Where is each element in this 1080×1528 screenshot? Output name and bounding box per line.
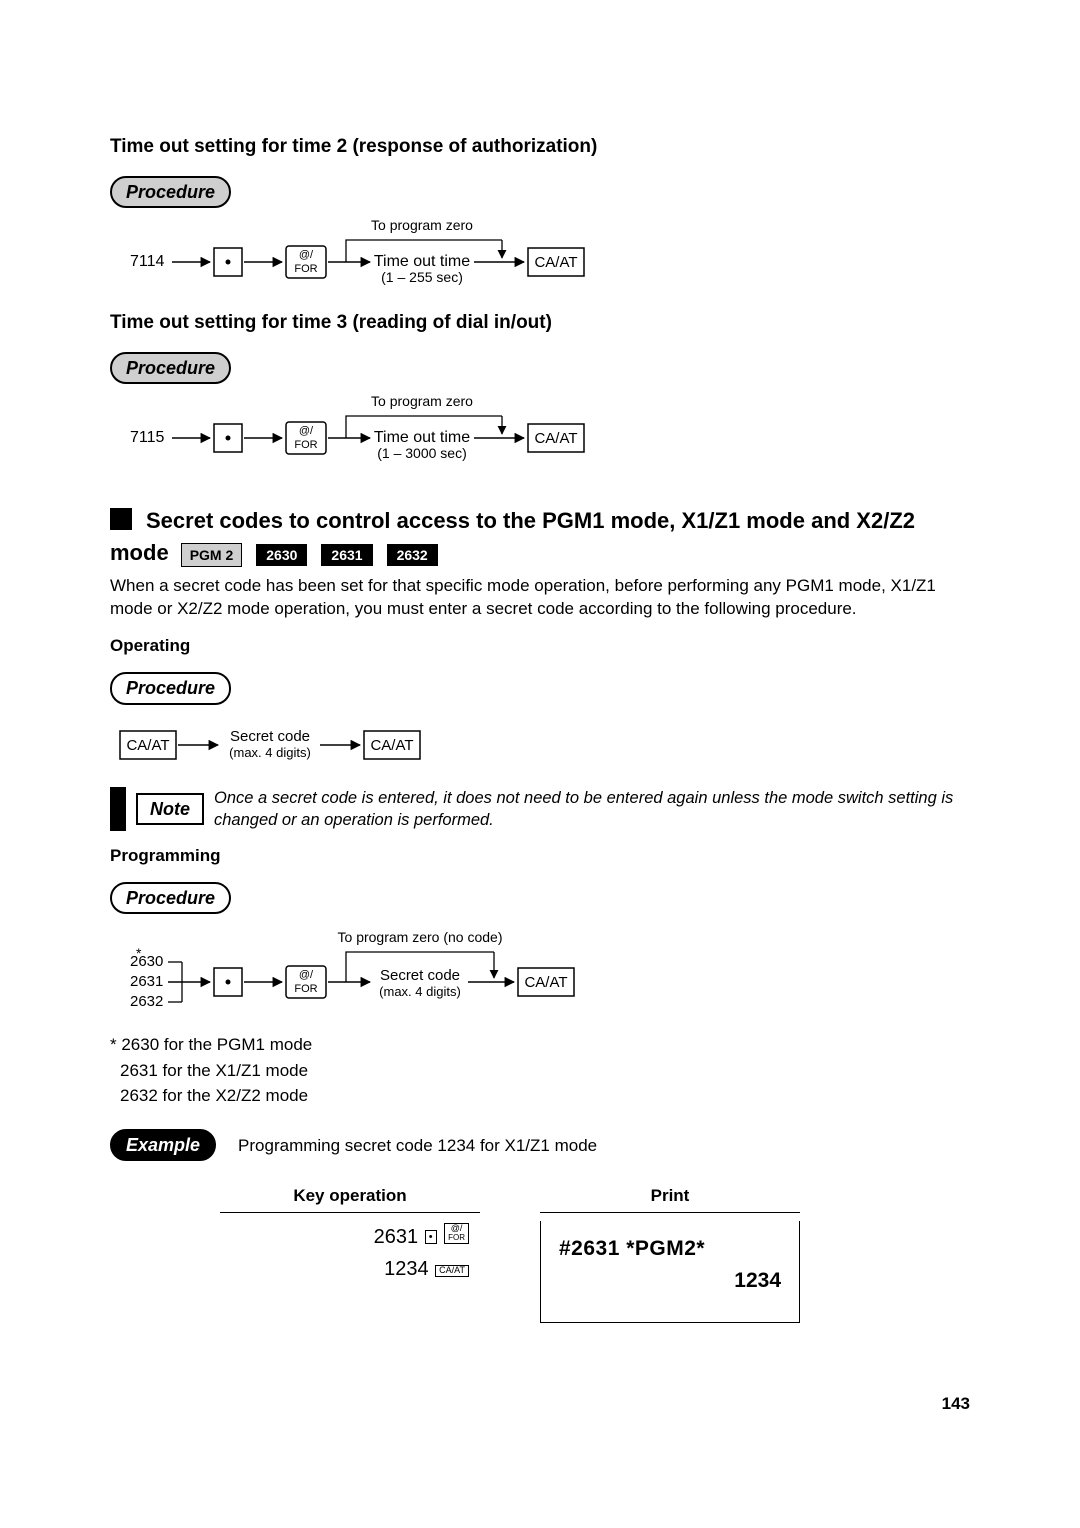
note-row: Note Once a secret code is entered, it d… (110, 787, 970, 832)
d1-key-top: @/ (299, 249, 314, 261)
prog-c0: 2630 (130, 953, 163, 970)
procedure-pill-4: Procedure (110, 882, 231, 914)
d1-range: (1 – 255 sec) (381, 269, 463, 285)
keyop-col: Key operation 2631 • @/FOR 1234 CA/AT (220, 1185, 480, 1323)
prog-c2: 2632 (130, 993, 163, 1010)
prog-c1: 2631 (130, 973, 163, 990)
op-sub: (max. 4 digits) (229, 745, 311, 760)
d2-code: 7115 (130, 429, 165, 446)
mode-tag: PGM 2 (181, 543, 243, 568)
note-bar-icon (110, 787, 126, 832)
print-col: Print #2631 *PGM2* 1234 (540, 1185, 800, 1323)
code-tag-2: 2632 (387, 544, 438, 567)
square-bullet-icon (110, 508, 132, 530)
keyop-print-row: Key operation 2631 • @/FOR 1234 CA/AT Pr… (220, 1185, 970, 1323)
secret-intro: When a secret code has been set for that… (110, 575, 970, 621)
procedure-pill-2: Procedure (110, 352, 231, 384)
d2-key-bot: FOR (294, 439, 317, 451)
prog-bypass: To program zero (no code) (338, 929, 503, 945)
receipt-box: #2631 *PGM2* 1234 (540, 1221, 800, 1323)
d2-mid: Time out time (374, 429, 470, 446)
print-line-2: 1234 (559, 1267, 781, 1295)
d1-bypass: To program zero (371, 217, 473, 233)
print-header: Print (540, 1185, 800, 1213)
secret-heading-a: Secret codes to control access to the PG… (146, 506, 915, 536)
procedure-pill-3: Procedure (110, 672, 231, 704)
d2-key-top: @/ (299, 425, 314, 437)
prog-sub: (max. 4 digits) (379, 984, 461, 999)
operating-label: Operating (110, 635, 970, 658)
section1-title: Time out setting for time 2 (response of… (110, 134, 970, 160)
keyop-body: 2631 • @/FOR 1234 CA/AT (220, 1221, 480, 1285)
mini-dot-key: • (425, 1230, 437, 1244)
d1-end: CA/AT (534, 254, 577, 271)
example-pill: Example (110, 1129, 216, 1161)
page-number: 143 (110, 1393, 970, 1416)
note-text: Once a secret code is entered, it does n… (214, 787, 970, 832)
mini-for-key: @/FOR (444, 1223, 469, 1244)
footnote-list: * 2630 for the PGM1 mode 2631 for the X1… (110, 1032, 970, 1109)
print-line-1: #2631 *PGM2* (559, 1235, 781, 1263)
footnote-3: 2632 for the X2/Z2 mode (110, 1083, 970, 1109)
d2-range: (1 – 3000 sec) (377, 445, 467, 461)
footnote-1: * 2630 for the PGM1 mode (110, 1032, 970, 1058)
keyop-l1-code: 2631 (374, 1226, 419, 1248)
op-mid: Secret code (230, 728, 310, 745)
footnote-2: 2631 for the X1/Z1 mode (110, 1058, 970, 1084)
section2-title: Time out setting for time 3 (reading of … (110, 310, 970, 336)
prog-key-top: @/ (299, 969, 314, 981)
diagram-2: 7115 @/ FOR Time out time (1 – 3000 sec)… (110, 392, 970, 472)
d1-mid: Time out time (374, 253, 470, 270)
programming-label: Programming (110, 845, 970, 868)
code-tag-1: 2631 (321, 544, 372, 567)
diagram-operating: CA/AT Secret code (max. 4 digits) CA/AT (110, 713, 970, 773)
code-tag-0: 2630 (256, 544, 307, 567)
prog-key-bot: FOR (294, 983, 317, 995)
prog-mid: Secret code (380, 967, 460, 984)
d1-code: 7114 (130, 253, 165, 270)
keyop-l2-code: 1234 (384, 1258, 429, 1280)
prog-end: CA/AT (524, 974, 567, 991)
secret-heading-row2: mode PGM 2 2630 2631 2632 (110, 538, 970, 568)
d2-bypass: To program zero (371, 393, 473, 409)
secret-heading-b: mode (110, 538, 169, 568)
note-label: Note (136, 793, 204, 825)
mini-caat-key: CA/AT (435, 1265, 469, 1277)
example-text: Programming secret code 1234 for X1/Z1 m… (238, 1135, 597, 1158)
d2-end: CA/AT (534, 430, 577, 447)
op-end: CA/AT (370, 737, 413, 754)
op-start: CA/AT (126, 737, 169, 754)
procedure-pill-1: Procedure (110, 176, 231, 208)
d1-key-bot: FOR (294, 263, 317, 275)
keyop-header: Key operation (220, 1185, 480, 1213)
diagram-1: 7114 @/ FOR Time out time (1 – 255 sec) … (110, 216, 970, 296)
secret-heading-row: Secret codes to control access to the PG… (110, 506, 970, 536)
example-row: Example Programming secret code 1234 for… (110, 1123, 970, 1169)
diagram-programming: * 2630 2631 2632 @/ FOR Secret code (max… (110, 922, 970, 1022)
